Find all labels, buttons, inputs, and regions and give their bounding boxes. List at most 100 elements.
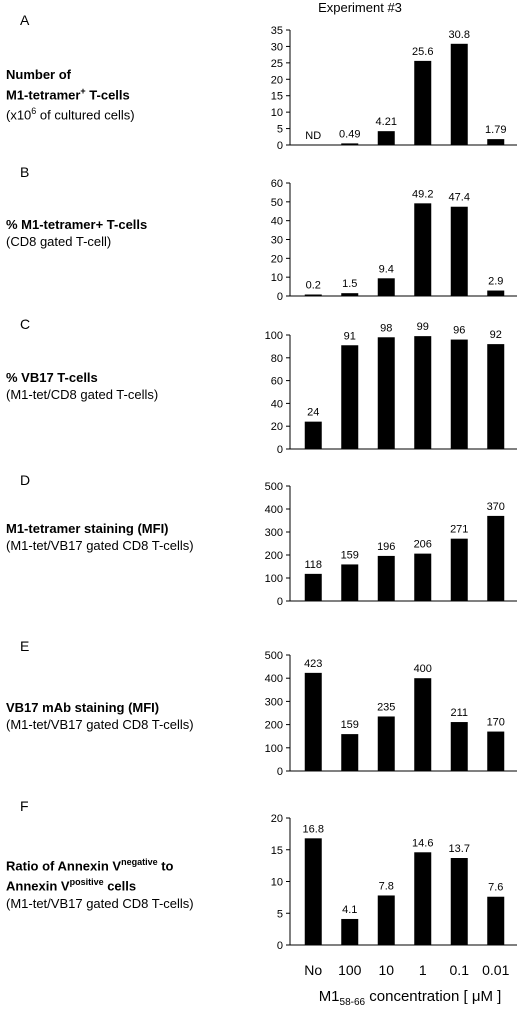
bar	[341, 918, 359, 945]
data-label: 159	[341, 719, 359, 731]
y-tick-label: 400	[265, 673, 283, 685]
y-tick-label: 200	[265, 550, 283, 562]
y-tick-label: 0	[277, 140, 283, 152]
y-tick-label: 10	[271, 877, 283, 889]
bar	[414, 336, 432, 449]
y-tick-label: 60	[271, 376, 283, 388]
panel-letter: B	[20, 164, 30, 180]
data-label: 118	[304, 559, 322, 571]
data-label: 1.5	[342, 278, 357, 290]
data-label: 16.8	[303, 823, 324, 835]
data-label: 4.1	[342, 904, 357, 916]
experiment-title: Experiment #3	[318, 0, 402, 15]
data-label: 1.79	[485, 124, 506, 136]
data-label: 25.6	[412, 46, 433, 58]
y-tick-label: 500	[265, 650, 283, 662]
x-axis-title: M158-66 concentration [ μM ]	[318, 988, 502, 1008]
data-label: 0.49	[339, 128, 360, 140]
bar	[304, 294, 322, 296]
data-label: 14.6	[412, 837, 433, 849]
bar	[304, 672, 322, 771]
bar	[414, 553, 432, 601]
data-label: 9.4	[379, 263, 394, 275]
data-label: 99	[417, 321, 429, 333]
y-tick-label: 0	[277, 940, 283, 952]
bar	[450, 722, 468, 771]
bar	[304, 838, 322, 945]
bar	[377, 716, 395, 771]
data-label: 30.8	[449, 29, 470, 41]
y-tick-label: 80	[271, 353, 283, 365]
bar	[450, 339, 468, 449]
y-tick-label: 100	[265, 573, 283, 585]
bar	[377, 131, 395, 145]
panel-title: Number of M1-tetramer+ T-cells (x106 of cu…	[6, 67, 135, 123]
panel-letter: A	[20, 12, 30, 28]
y-tick-label: 5	[277, 124, 283, 136]
data-label: 24	[307, 407, 319, 419]
y-tick-label: 0	[277, 766, 283, 778]
y-tick-label: 5	[277, 908, 283, 920]
bar	[341, 293, 359, 296]
data-label: 13.7	[449, 843, 470, 855]
bar	[450, 538, 468, 601]
bar	[377, 555, 395, 601]
bar	[450, 206, 468, 296]
panel-letter: C	[20, 316, 31, 332]
y-tick-label: 25	[271, 58, 283, 70]
y-tick-label: 20	[271, 74, 283, 86]
y-tick-label: 20	[271, 421, 283, 433]
y-tick-label: 30	[271, 235, 283, 247]
data-label: 92	[490, 329, 502, 341]
y-tick-label: 20	[271, 813, 283, 825]
bar	[487, 731, 505, 771]
x-tick-label: 10	[378, 962, 394, 978]
data-label: 235	[377, 701, 395, 713]
bar	[487, 515, 505, 601]
data-label: 49.2	[412, 188, 433, 200]
bar	[341, 734, 359, 771]
data-label: 159	[341, 549, 359, 561]
bar	[414, 203, 432, 296]
panel-letter: E	[20, 638, 30, 654]
bar	[487, 290, 505, 296]
y-tick-label: 35	[271, 25, 283, 37]
data-label: 7.6	[488, 882, 503, 894]
bar	[414, 60, 432, 146]
bar	[377, 337, 395, 449]
x-tick-label: 1	[419, 962, 427, 978]
panel-letter: D	[20, 472, 31, 488]
data-label: 370	[487, 501, 505, 513]
data-label: 271	[450, 524, 468, 536]
panel-letter: F	[20, 798, 29, 814]
data-label: 4.21	[376, 116, 397, 128]
bar	[487, 344, 505, 449]
data-label: 423	[304, 658, 322, 670]
bar	[304, 573, 322, 601]
data-label: 211	[450, 707, 468, 719]
data-label: 91	[344, 330, 356, 342]
bar	[377, 895, 395, 945]
data-label: ND	[305, 130, 321, 142]
y-tick-label: 15	[271, 845, 283, 857]
bar	[414, 678, 432, 771]
x-tick-label: 100	[338, 962, 362, 978]
y-tick-label: 40	[271, 398, 283, 410]
y-tick-label: 10	[271, 272, 283, 284]
y-tick-label: 30	[271, 41, 283, 53]
bar	[487, 139, 505, 145]
y-tick-label: 100	[265, 330, 283, 342]
data-label: 7.8	[379, 880, 394, 892]
data-label: 170	[487, 717, 505, 729]
y-tick-label: 50	[271, 197, 283, 209]
x-tick-label: 0.1	[450, 962, 470, 978]
y-tick-label: 40	[271, 216, 283, 228]
data-label: 98	[380, 322, 392, 334]
x-tick-label: 0.01	[482, 962, 509, 978]
panel-title: M1-tetramer staining (MFI) (M1-tet/VB17 g…	[6, 521, 194, 553]
x-tick-label: No	[304, 962, 322, 978]
y-tick-label: 10	[271, 107, 283, 119]
bar	[487, 896, 505, 945]
y-tick-label: 200	[265, 720, 283, 732]
